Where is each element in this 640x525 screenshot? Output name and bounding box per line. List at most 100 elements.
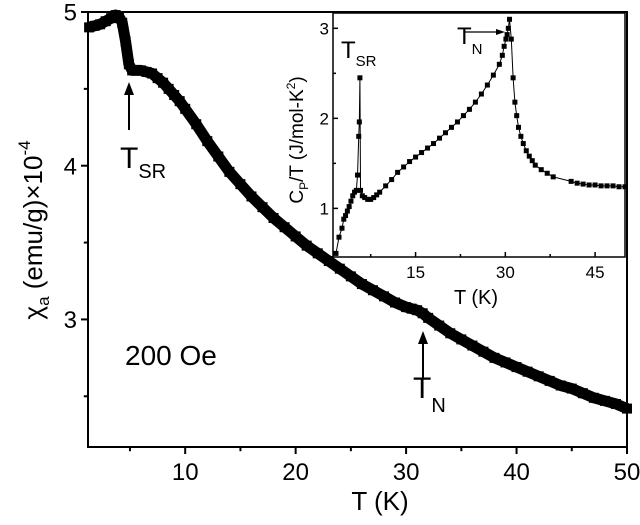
inset-data-point <box>371 195 377 201</box>
main-data-point <box>120 36 131 47</box>
main-data-point <box>152 73 163 84</box>
inset-data-point <box>357 75 363 81</box>
main-y-tick-label: 5 <box>64 0 77 27</box>
inset-data-point <box>507 16 513 22</box>
inset-data-point <box>520 141 526 147</box>
main-data-point <box>522 366 533 377</box>
inset-data-point <box>466 106 472 112</box>
inset-x-tick-label: 15 <box>406 263 425 282</box>
inset-data-point <box>395 169 401 175</box>
inset-y-tick-label: 2 <box>320 109 329 128</box>
cp-close: ) <box>287 76 308 82</box>
inset-tn-label: TN <box>457 23 483 58</box>
inset-data-point <box>529 158 535 164</box>
inset-data-point <box>437 135 443 141</box>
cp-units: /T (J/mol-K <box>287 89 308 182</box>
inset-data-point <box>343 213 349 219</box>
inset-data-point <box>419 150 425 156</box>
main-data-point <box>191 119 202 130</box>
inset-data-point <box>538 167 544 173</box>
inset-data-point <box>374 192 380 198</box>
main-data-point <box>323 256 334 267</box>
main-data-point <box>224 166 235 177</box>
inset-data-point <box>442 130 448 136</box>
y-label-units: (emu/g)×10 <box>18 156 48 297</box>
main-data-point <box>100 16 111 27</box>
inset-plot: 15 30 45 1 2 3 <box>320 12 628 282</box>
inset-data-point <box>346 204 352 210</box>
cp-exp: 2 <box>284 82 298 89</box>
inset-y-axis-label: CP/T (J/mol-K2) <box>284 76 311 203</box>
tn-arrow-head-icon <box>418 331 428 344</box>
main-data-point <box>163 83 174 94</box>
main-x-tick-label: 30 <box>393 459 420 486</box>
main-x-tick-label: 40 <box>503 459 530 486</box>
main-data-point <box>301 240 312 251</box>
inset-data-point <box>460 113 466 119</box>
main-data-point <box>235 179 246 190</box>
tn-sub: N <box>431 395 445 417</box>
main-data-point <box>622 403 632 414</box>
main-data-point <box>268 212 279 223</box>
inset-data-point <box>350 193 356 199</box>
inset-data-point <box>407 159 413 165</box>
inset-data-point <box>362 195 368 201</box>
main-data-point <box>279 222 290 233</box>
inset-data-point <box>518 133 524 139</box>
main-y-tick-label: 4 <box>64 153 77 180</box>
inset-data-point <box>526 153 532 159</box>
inset-data-point <box>544 170 550 176</box>
inset-data-point <box>401 164 407 170</box>
main-data-point <box>95 19 106 30</box>
main-tsr-label: TSR <box>120 142 166 183</box>
main-data-point <box>379 291 390 302</box>
main-data-point <box>312 248 323 259</box>
inset-x-tick-label: 45 <box>586 263 605 282</box>
main-data-point <box>147 68 158 79</box>
inset-data-point <box>550 174 556 180</box>
main-data-point <box>478 346 489 357</box>
inset-tsr-label: TSR <box>341 37 377 70</box>
tsr-T: T <box>120 142 138 175</box>
inset-data-point <box>523 148 529 154</box>
inset-data-point <box>472 99 478 105</box>
main-x-tick-label: 10 <box>172 459 199 486</box>
main-y-axis-label: χa (emu/g)×10-4 <box>15 140 53 319</box>
inset-data-point <box>356 119 362 125</box>
main-data-point <box>412 305 423 316</box>
inset-data-point <box>431 141 437 147</box>
main-tn-label: TN <box>413 372 446 417</box>
inset-x-axis-label: T (K) <box>454 287 498 309</box>
inset-data-point <box>365 196 371 202</box>
inset-tn-arrow-head-icon <box>496 29 505 35</box>
inset-data-point <box>339 225 345 231</box>
main-data-point <box>417 308 428 319</box>
main-data-point <box>401 302 412 313</box>
main-data-point <box>544 375 555 386</box>
inset-tn-T: T <box>457 23 472 50</box>
inset-data-point <box>353 187 359 193</box>
inset-data-point <box>568 178 574 184</box>
inset-data-point <box>514 113 520 119</box>
inset-data-point <box>356 133 362 139</box>
main-data-point <box>113 11 124 22</box>
main-data-point <box>367 285 378 296</box>
inset-data-point <box>496 61 502 67</box>
inset-tsr-sub: SR <box>356 53 377 70</box>
main-data-point <box>577 388 588 399</box>
inset-data-point <box>490 72 496 78</box>
main-data-point <box>533 371 544 382</box>
main-data-point <box>169 90 180 101</box>
inset-data-point <box>598 183 604 189</box>
main-data-point <box>174 96 185 107</box>
inset-y-tick-label: 3 <box>320 19 329 38</box>
main-data-point <box>456 334 467 345</box>
main-data-point <box>489 352 500 363</box>
inset-data-point <box>532 162 538 168</box>
inset-data-point <box>505 25 511 31</box>
tsr-sub: SR <box>138 161 166 183</box>
inset-data-point <box>616 184 622 190</box>
main-data-point <box>334 263 345 274</box>
main-x-axis-label: T (K) <box>351 486 408 516</box>
inset-data-point <box>333 250 339 256</box>
